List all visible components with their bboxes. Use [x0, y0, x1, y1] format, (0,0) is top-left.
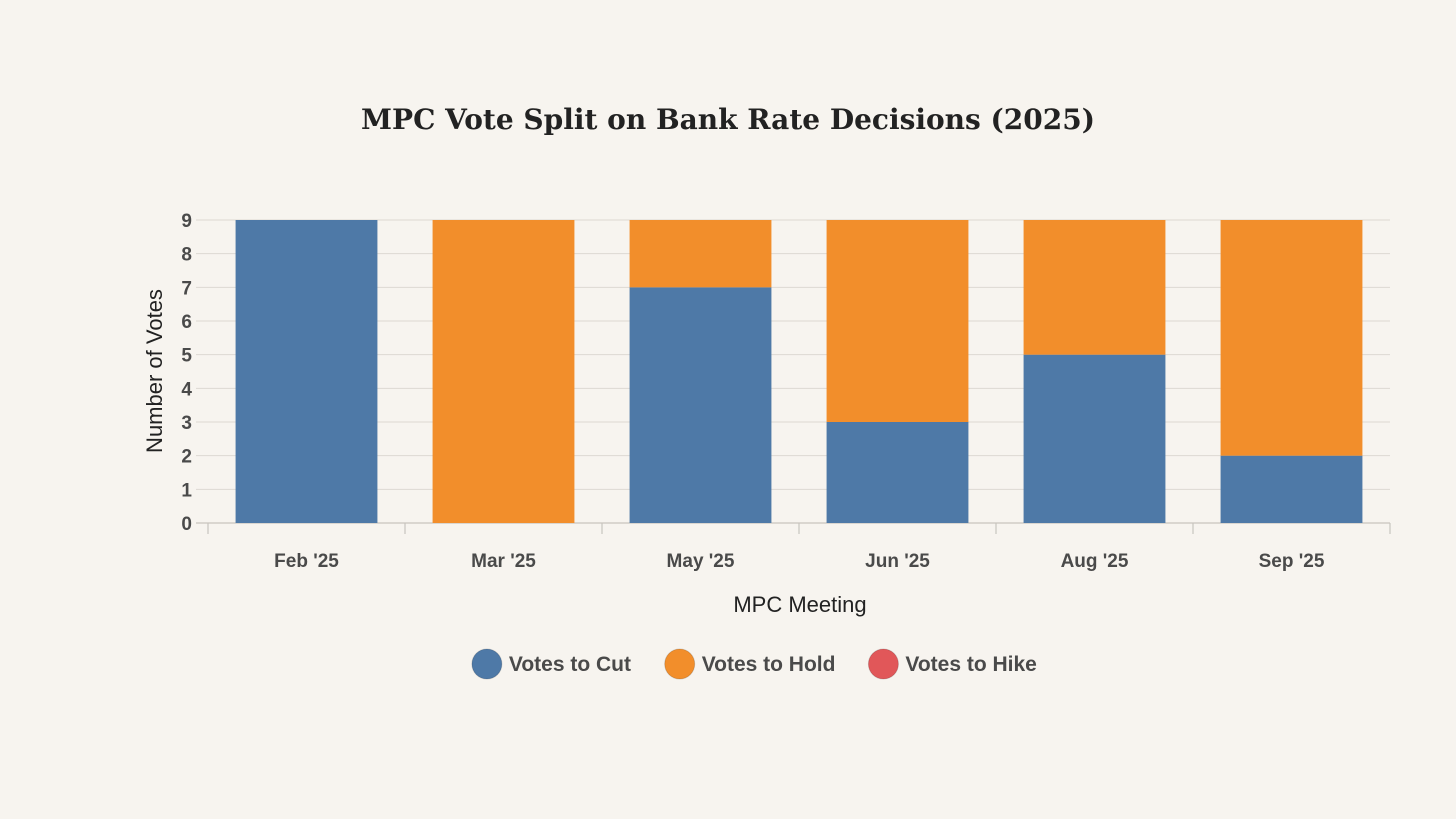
y-tick-label: 4 [181, 379, 192, 400]
x-tick-label: Aug '25 [1061, 551, 1129, 572]
y-tick-label: 0 [181, 514, 192, 535]
legend-item-votes-to-hike[interactable]: Votes to Hike [867, 648, 1037, 680]
legend-swatch [867, 648, 899, 680]
legend-item-votes-to-hold[interactable]: Votes to Hold [664, 648, 836, 680]
bar-votes-to-hold[interactable] [826, 220, 969, 422]
legend-label: Votes to Cut [509, 653, 631, 676]
y-tick-label: 6 [181, 312, 192, 333]
grid-layer [196, 219, 1390, 524]
bar-votes-to-hold[interactable] [1023, 220, 1166, 355]
chart-title: MPC Vote Split on Bank Rate Decisions (2… [361, 103, 1095, 136]
y-axis-label: Number of Votes [142, 289, 167, 453]
bar-votes-to-cut[interactable] [629, 287, 772, 523]
bar-votes-to-hold[interactable] [1220, 220, 1363, 456]
x-tick-label: Feb '25 [274, 551, 339, 572]
legend-label: Votes to Hold [702, 653, 836, 676]
y-tick-label: 9 [181, 211, 192, 232]
bar-votes-to-hold[interactable] [432, 220, 575, 523]
bars-layer [235, 220, 1363, 523]
y-tick-label: 3 [181, 413, 192, 434]
legend-swatch [471, 648, 503, 680]
bar-votes-to-cut[interactable] [1220, 455, 1363, 523]
legend-label: Votes to Hike [905, 653, 1036, 676]
bar-votes-to-cut[interactable] [826, 422, 969, 523]
x-axis-label: MPC Meeting [733, 592, 866, 617]
legend-item-votes-to-cut[interactable]: Votes to Cut [471, 648, 631, 680]
x-tick-label: Mar '25 [471, 551, 536, 572]
x-tick-label: Jun '25 [865, 551, 930, 572]
axes-layer: 0 1 2 3 4 5 6 7 8 9 Feb '25 Mar '25 May '25 Jun '25 Au… [181, 211, 1391, 572]
y-tick-label: 2 [181, 447, 192, 468]
y-tick-label: 5 [181, 346, 192, 367]
legend: Votes to Cut Votes to Hold Votes to Hike [471, 648, 1037, 680]
bar-votes-to-cut[interactable] [1023, 354, 1166, 523]
y-tick-label: 1 [181, 480, 192, 501]
bar-votes-to-hold[interactable] [629, 220, 772, 288]
legend-swatch [664, 648, 696, 680]
bar-votes-to-cut[interactable] [235, 220, 378, 523]
y-tick-label: 8 [181, 245, 192, 266]
x-tick-label: May '25 [667, 551, 735, 572]
y-tick-label: 7 [181, 278, 192, 299]
x-tick-label: Sep '25 [1259, 551, 1325, 572]
